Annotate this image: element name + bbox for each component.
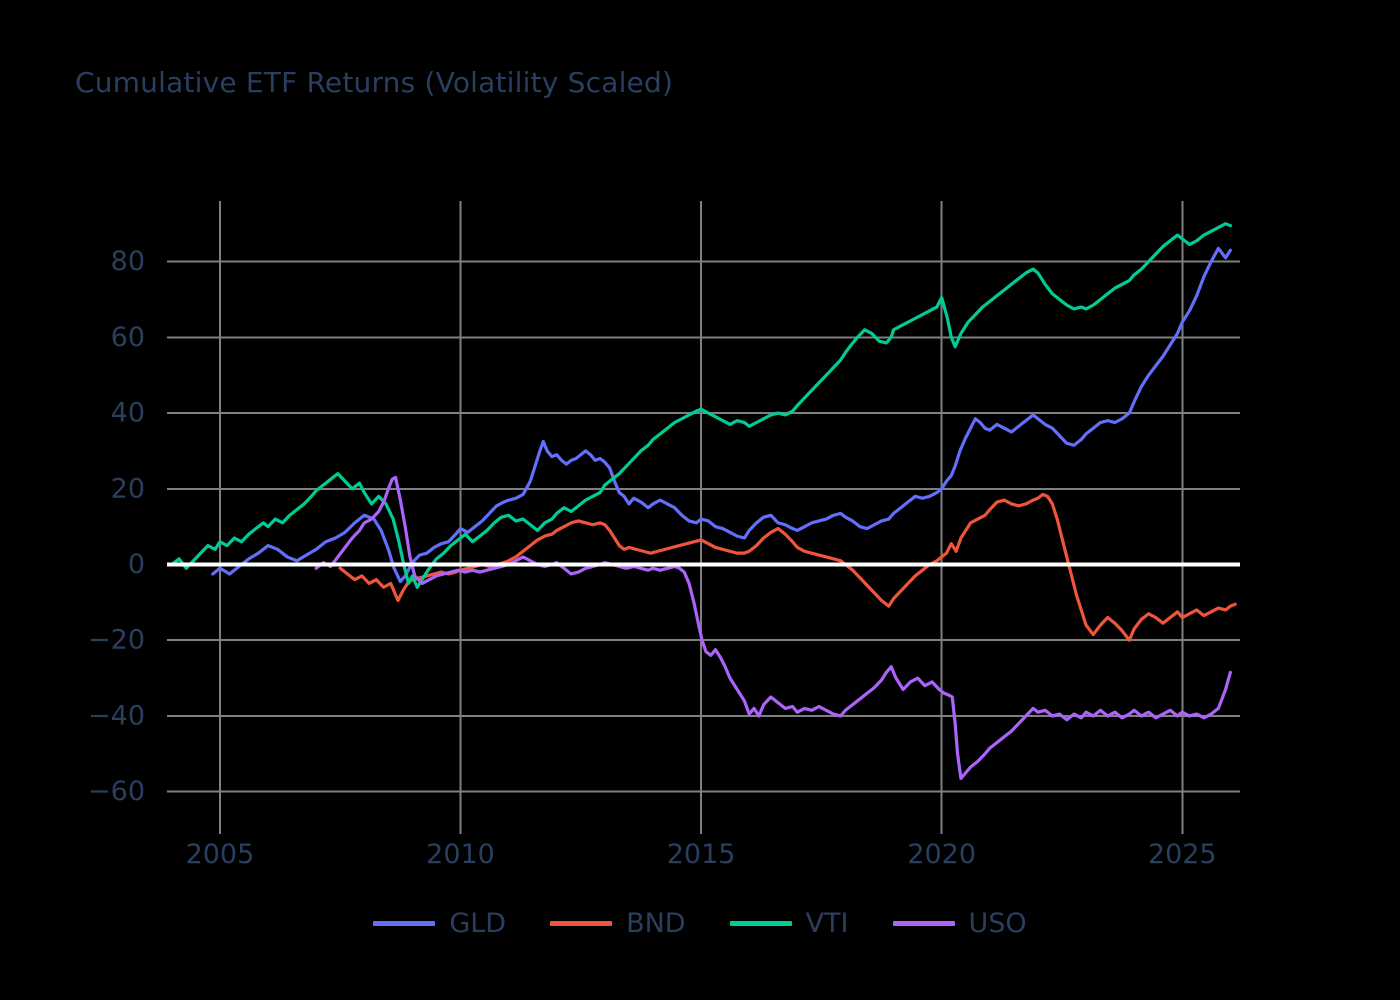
legend-item-gld[interactable]: GLD bbox=[373, 908, 506, 939]
x-axis-tick-label: 2025 bbox=[1148, 839, 1217, 870]
legend-color-swatch bbox=[892, 921, 955, 926]
y-axis-tick-label: −60 bbox=[88, 776, 145, 807]
y-axis-tick-label: 60 bbox=[111, 322, 145, 353]
y-axis-tick-label: −20 bbox=[88, 625, 145, 656]
legend-color-swatch bbox=[373, 921, 436, 926]
y-axis-tick-label: −40 bbox=[88, 700, 145, 731]
legend-label: VTI bbox=[805, 908, 849, 939]
y-axis-tick-label: 0 bbox=[128, 549, 145, 580]
x-axis-tick-label: 2015 bbox=[667, 839, 736, 870]
series-line-vti bbox=[170, 222, 1232, 589]
legend-label: BND bbox=[626, 908, 686, 939]
legend-color-swatch bbox=[550, 921, 613, 926]
series-line-uso bbox=[314, 475, 1232, 781]
legend-item-bnd[interactable]: BND bbox=[550, 908, 686, 939]
y-axis-tick-label: 40 bbox=[111, 398, 145, 429]
series-line-gld bbox=[211, 246, 1232, 584]
chart-legend: GLD BND VTI USO bbox=[0, 908, 1400, 939]
tick-marks-group bbox=[218, 822, 1184, 834]
legend-label: GLD bbox=[449, 908, 507, 939]
legend-label: USO bbox=[968, 908, 1027, 939]
legend-item-uso[interactable]: USO bbox=[892, 908, 1027, 939]
gridlines-group bbox=[167, 201, 1240, 822]
axis-labels-group: 80 60 40 20 0 −20 −40 −60 2005 2010 2015 2020 2025 bbox=[88, 246, 1217, 870]
x-axis-tick-label: 2020 bbox=[907, 839, 976, 870]
x-axis-tick-label: 2005 bbox=[186, 839, 255, 870]
data-series-group bbox=[170, 222, 1237, 781]
legend-color-swatch bbox=[729, 921, 792, 926]
x-axis-tick-label: 2010 bbox=[426, 839, 495, 870]
y-axis-tick-label: 20 bbox=[111, 473, 145, 504]
chart-title: Cumulative ETF Returns (Volatility Scale… bbox=[75, 66, 674, 99]
legend-item-vti[interactable]: VTI bbox=[729, 908, 849, 939]
series-line-bnd bbox=[338, 492, 1237, 642]
y-axis-tick-label: 80 bbox=[111, 246, 145, 277]
